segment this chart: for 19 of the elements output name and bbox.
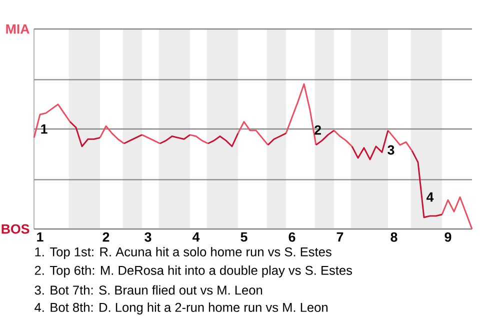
annotation: 4 <box>426 192 434 202</box>
x-tick-label: 3 <box>144 232 152 242</box>
annotation: 3 <box>388 145 394 155</box>
ref-line-label: BOS <box>2 224 30 234</box>
x-tick-label: 6 <box>288 232 296 242</box>
ref-line-label: MIA <box>6 24 30 34</box>
text: 1. Top 1st: R. Acuna hit a solo home run vs S. Estes <box>35 247 332 259</box>
text: 3. Bot 7th: S. Braun flied out vs M. Leon <box>34 285 262 295</box>
x-tick-label: 1 <box>37 232 44 242</box>
text: 2. Top 6th: M. DeRosa hit into a double play vs S. Estes <box>34 266 352 278</box>
x-tick-label: 4 <box>192 232 200 242</box>
x-tick-label: 7 <box>336 232 344 242</box>
annotation: 2 <box>314 125 321 135</box>
x-tick-label: 8 <box>390 232 398 242</box>
x-tick-label: 5 <box>240 232 248 242</box>
x-tick-label: 9 <box>444 232 452 242</box>
text: 4. Bot 8th: D. Long hit a 2-run home run vs M. Leon <box>34 302 328 314</box>
annotation: 1 <box>41 124 48 134</box>
x-tick-label: 2 <box>102 232 110 242</box>
